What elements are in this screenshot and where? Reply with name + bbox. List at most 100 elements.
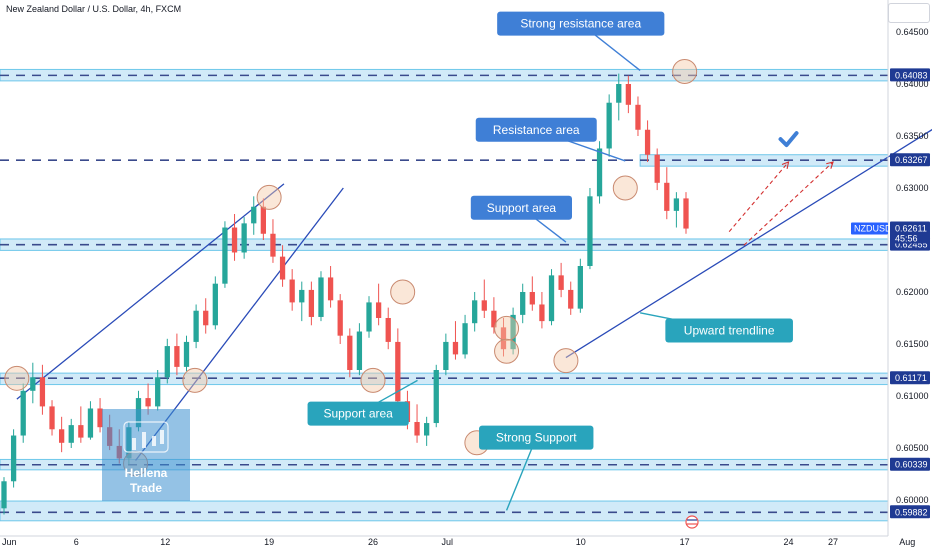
candle-body	[683, 198, 689, 229]
highlight-circle-6	[390, 279, 416, 305]
candle-body	[424, 423, 430, 436]
price-tag-label-3: 0.61171	[895, 373, 927, 383]
candle-body	[558, 275, 564, 290]
candle	[222, 221, 228, 288]
candle-body	[58, 429, 65, 443]
annotation-pointer-5	[505, 437, 537, 511]
candle	[510, 307, 516, 355]
candle	[183, 335, 190, 372]
candle	[289, 269, 295, 311]
candle	[664, 167, 670, 220]
candle-body	[241, 223, 247, 253]
candle-body	[87, 408, 94, 438]
candle	[654, 148, 660, 191]
candle	[241, 217, 247, 259]
y-tick-label: 0.62000	[896, 287, 929, 297]
candle-body	[155, 377, 161, 407]
candle-body	[596, 148, 603, 197]
watermark-box	[102, 409, 190, 501]
candle-body	[212, 283, 218, 326]
candle	[529, 276, 535, 311]
candle	[520, 283, 526, 324]
check-icon	[778, 131, 799, 148]
watermark-bar-icon	[132, 438, 136, 450]
candle	[443, 333, 449, 376]
candle-body	[606, 102, 612, 149]
watermark-bar-icon	[142, 432, 146, 448]
candle-body	[337, 300, 343, 336]
settings-box[interactable]	[888, 3, 930, 23]
highlight-circle-9	[494, 338, 520, 364]
annotation-label-1: Resistance area	[493, 123, 580, 137]
candle-body	[539, 304, 545, 322]
highlight-circle-3	[182, 367, 208, 393]
candle-body	[635, 104, 641, 130]
annotation-box-1[interactable]	[475, 117, 597, 142]
candle-body	[145, 398, 151, 407]
candle	[385, 307, 391, 350]
candle	[308, 281, 315, 326]
candle	[279, 245, 286, 287]
candle	[1, 477, 7, 515]
x-tick-label: 6	[74, 537, 79, 547]
candle	[481, 279, 487, 318]
annotation-box-4[interactable]	[307, 401, 409, 426]
candle	[616, 73, 622, 121]
y-tick-label: 0.63500	[896, 131, 929, 141]
candle	[472, 292, 478, 332]
annotation-box-2[interactable]	[470, 195, 572, 220]
x-tick-label: Jun	[2, 537, 17, 547]
candle	[491, 297, 497, 334]
forecast-arrowhead-0	[781, 161, 790, 169]
candle-body	[299, 289, 305, 303]
candle	[49, 400, 55, 436]
trendline-2[interactable]	[565, 127, 932, 359]
candle	[558, 262, 564, 298]
candle	[97, 398, 103, 433]
price-tag-0	[890, 68, 930, 82]
candle-body	[433, 370, 439, 424]
x-tick-label: 10	[576, 537, 586, 547]
candle-body	[30, 377, 36, 391]
annotation-box-3[interactable]	[665, 318, 793, 343]
symbol-tag	[851, 222, 888, 235]
candle	[270, 219, 276, 263]
x-tick-label: 24	[784, 537, 794, 547]
candle	[68, 418, 74, 448]
candle-body	[222, 227, 228, 284]
candle	[78, 406, 84, 443]
price-tag-label-4: 0.60339	[895, 460, 928, 470]
candle-body	[529, 292, 535, 305]
x-tick-label: 27	[828, 537, 838, 547]
price-tag-label-0: 0.64083	[895, 70, 928, 80]
annotation-label-4: Support area	[323, 407, 393, 421]
watermark-bar-icon	[160, 430, 164, 444]
candle-body	[231, 227, 238, 253]
highlight-circle-4	[256, 184, 282, 210]
chart-title: New Zealand Dollar / U.S. Dollar, 4h, FX…	[6, 4, 182, 14]
candle-body	[289, 279, 295, 303]
candle	[337, 294, 343, 344]
forecast-path-0	[728, 161, 789, 233]
x-tick-label: 26	[368, 537, 378, 547]
event-flag-icon[interactable]	[685, 515, 699, 529]
candle-body	[644, 129, 651, 155]
highlight-circle-10	[553, 348, 579, 374]
candle	[452, 321, 459, 360]
candle	[683, 192, 689, 234]
trendline-0[interactable]	[16, 183, 285, 400]
annotation-box-5[interactable]	[479, 425, 594, 450]
watermark-monitor-icon	[123, 421, 169, 453]
candle-body	[270, 233, 276, 257]
candle-body	[97, 408, 103, 428]
annotation-box-0[interactable]	[497, 11, 665, 36]
candle	[462, 314, 468, 359]
price-tag-1	[890, 153, 930, 167]
x-tick-label: Aug	[899, 537, 915, 547]
candle-body	[183, 341, 190, 367]
y-tick-label: 0.61500	[896, 339, 929, 349]
candle-body	[251, 206, 257, 224]
annotation-label-2: Support area	[487, 201, 557, 215]
candle-body	[577, 266, 583, 309]
